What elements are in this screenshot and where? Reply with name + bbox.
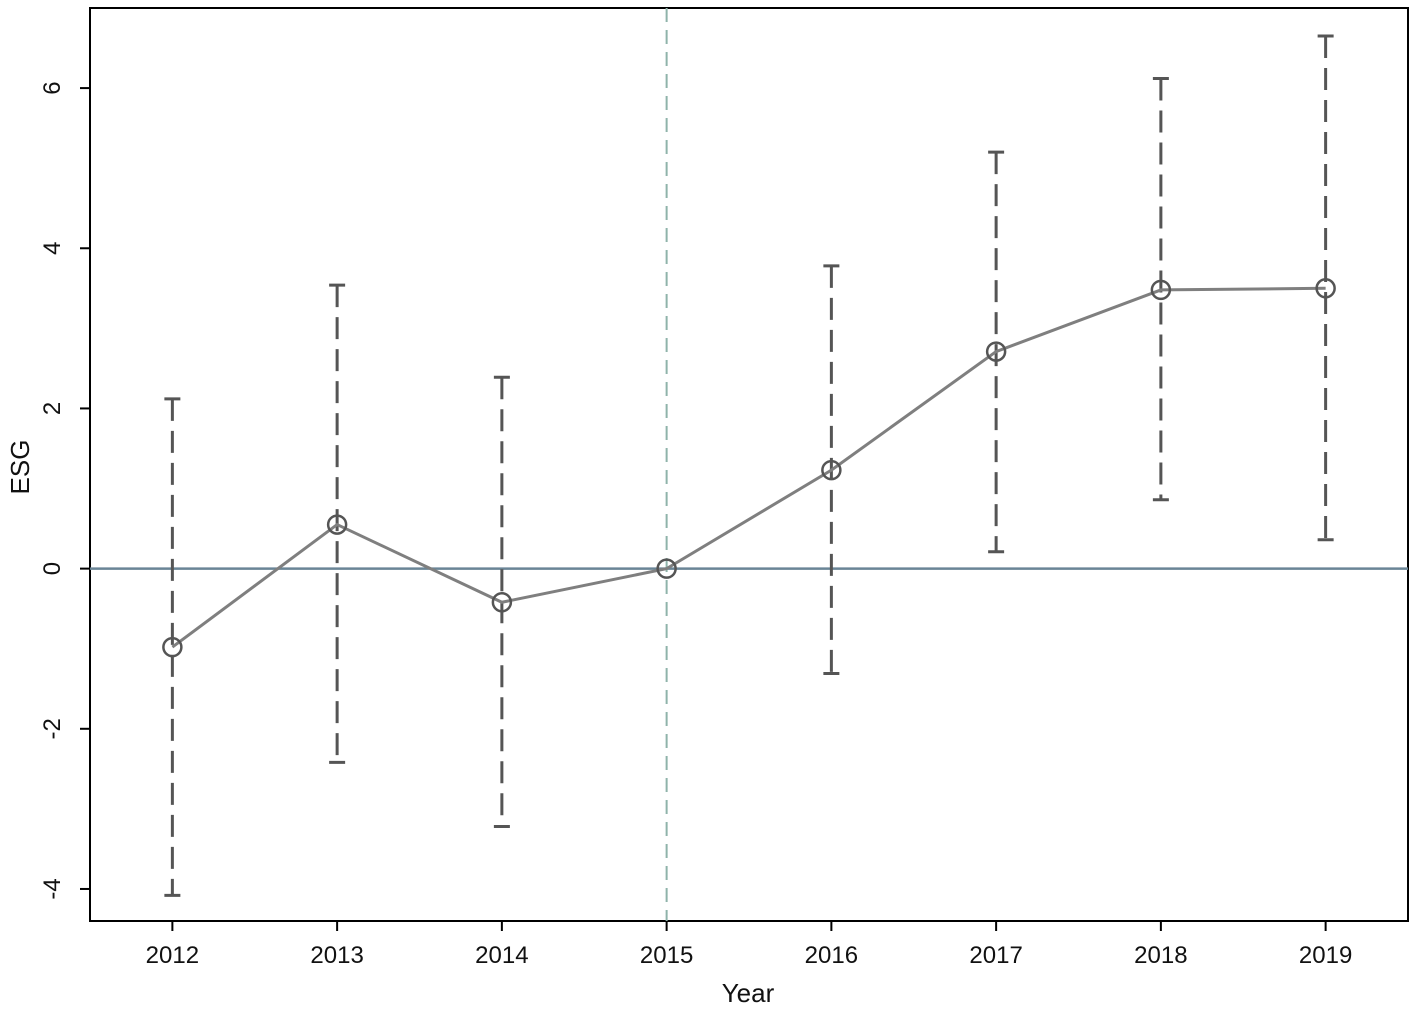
x-tick-label: 2013 (310, 942, 363, 969)
x-tick-label: 2017 (969, 942, 1022, 969)
data-point-2018 (1150, 279, 1172, 301)
data-point-2013 (326, 514, 348, 535)
data-points (162, 278, 1336, 658)
y-tick-label: -4 (39, 878, 66, 899)
data-point-2015 (656, 558, 677, 579)
x-tick-label: 2018 (1134, 942, 1187, 969)
x-axis-title: Year (722, 978, 775, 1008)
x-tick-label: 2012 (146, 942, 199, 969)
error-bars (164, 34, 1334, 897)
x-tick-label: 2016 (805, 942, 858, 969)
data-point-2019 (1315, 278, 1336, 299)
axes: 2012 2013 2014 2015 2016 2017 2018 2019 -4 -2 0 2 4 6 (39, 81, 1352, 969)
data-point-2014 (491, 592, 513, 613)
reference-lines (90, 8, 1408, 921)
y-tick-label: 0 (39, 562, 66, 575)
y-tick-label: 2 (39, 402, 66, 415)
data-point-2017 (985, 341, 1007, 362)
y-axis-title: ESG (5, 440, 35, 495)
data-point-2012 (162, 636, 183, 658)
plot-frame (89, 7, 1409, 922)
series-line (171, 286, 1326, 649)
y-tick-label: -2 (39, 718, 66, 739)
coefficient-line (171, 286, 1326, 649)
plot-area-border (89, 7, 1409, 922)
y-tick-label: 6 (39, 81, 66, 94)
x-tick-label: 2019 (1299, 942, 1352, 969)
y-tick-label: 4 (39, 242, 66, 255)
data-point-2016 (821, 459, 842, 481)
x-tick-label: 2015 (640, 942, 693, 969)
x-tick-label: 2014 (475, 942, 528, 969)
